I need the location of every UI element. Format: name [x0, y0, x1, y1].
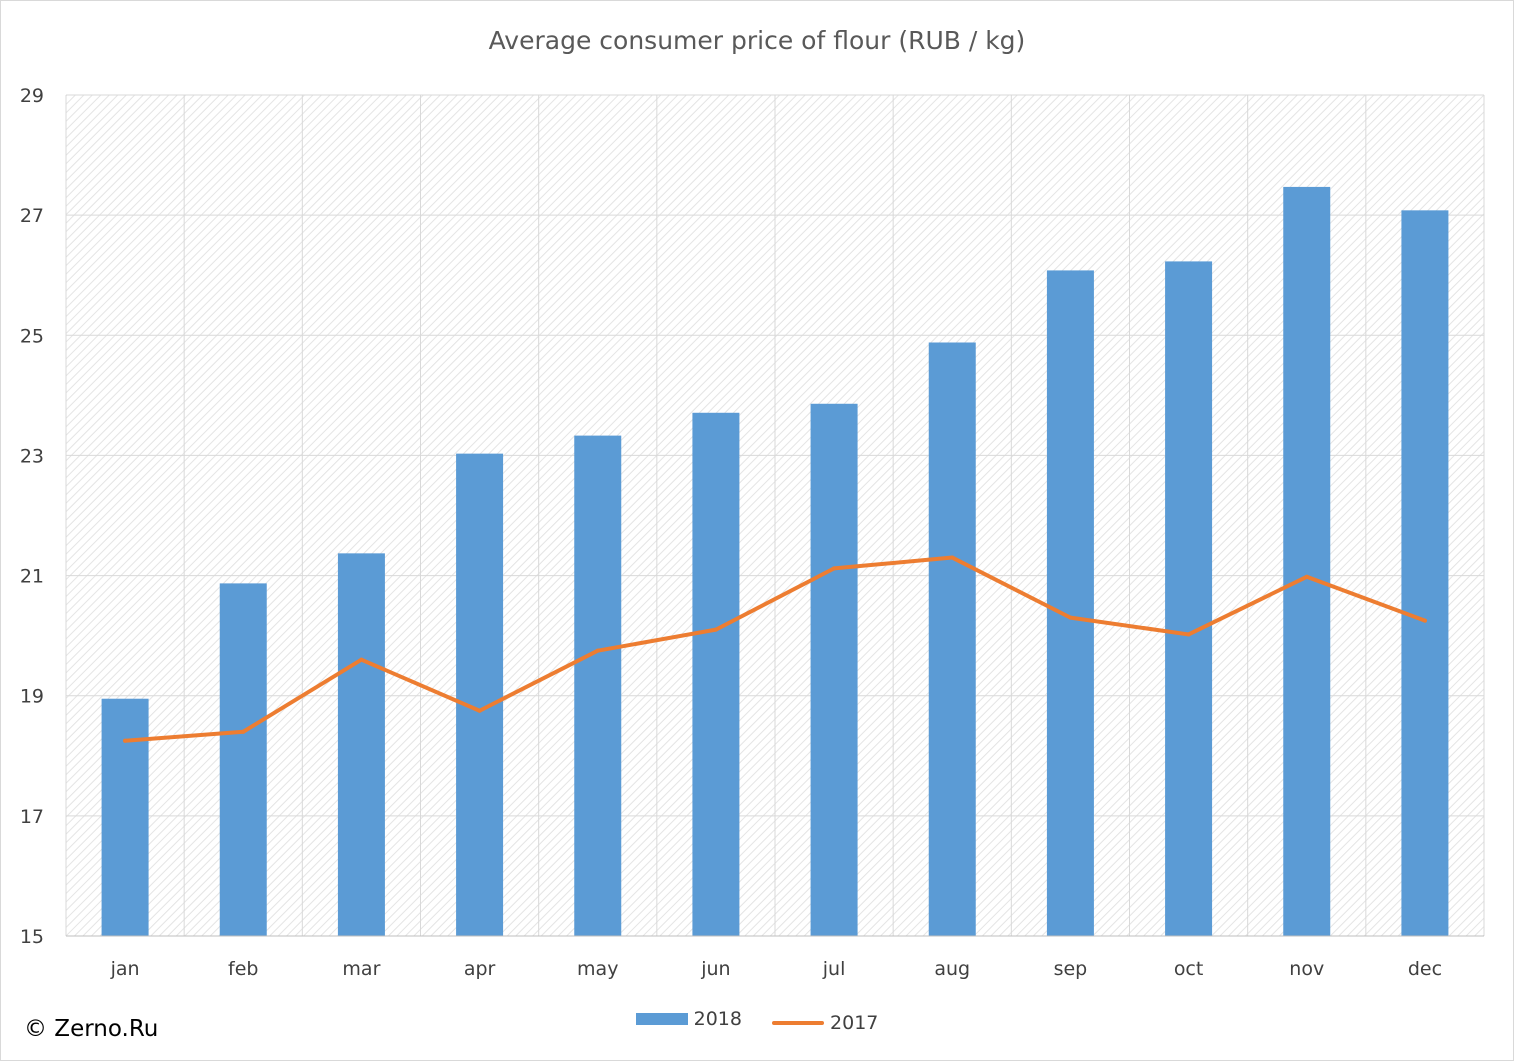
point-2017-jan[interactable]: [123, 738, 128, 743]
y-tick-label: 15: [20, 926, 44, 948]
point-2017-apr[interactable]: [477, 708, 482, 713]
legend-label-2018: 2018: [693, 1008, 742, 1030]
y-tick-label: 27: [20, 205, 44, 227]
line-series-2017: [123, 555, 1427, 743]
x-axis: jan feb mar apr may jun jul aug sep oct nov dec: [66, 935, 1484, 980]
bar-2018-jan[interactable]: [101, 698, 149, 936]
legend-item-2017[interactable]: 2017: [772, 1012, 878, 1034]
bar-2018-feb[interactable]: [219, 583, 267, 936]
point-2017-mar[interactable]: [359, 657, 364, 662]
bar-2018-aug[interactable]: [928, 342, 976, 937]
bar-2018-jul[interactable]: [810, 403, 858, 936]
y-tick-label: 29: [20, 85, 44, 107]
point-2017-feb[interactable]: [241, 729, 246, 734]
y-tick-label: 25: [20, 325, 44, 347]
x-tick-label: feb: [228, 958, 258, 980]
x-tick-label: jul: [822, 958, 846, 980]
bar-2018-apr[interactable]: [456, 453, 504, 936]
y-axis: 15 17 19 21 23 25 27 29: [20, 85, 44, 948]
x-tick-label: jan: [110, 958, 140, 980]
chart-title: Average consumer price of flour (RUB / k…: [488, 26, 1026, 55]
x-tick-label: apr: [464, 958, 496, 980]
y-tick-label: 17: [20, 806, 44, 828]
point-2017-sep[interactable]: [1068, 615, 1073, 620]
bar-2018-nov[interactable]: [1283, 186, 1331, 936]
y-tick-label: 21: [20, 566, 44, 588]
legend-swatch-2018: [635, 1013, 688, 1025]
bar-2018-mar[interactable]: [337, 553, 385, 936]
legend-label-2017: 2017: [830, 1012, 879, 1034]
bar-series-2018: [101, 186, 1449, 937]
point-2017-jun[interactable]: [713, 627, 718, 632]
bar-2018-dec[interactable]: [1401, 210, 1449, 936]
bar-2018-may[interactable]: [574, 435, 622, 936]
x-tick-label: may: [577, 958, 618, 980]
y-tick-label: 19: [20, 686, 44, 708]
x-tick-label: dec: [1408, 958, 1442, 980]
y-tick-label: 23: [20, 445, 44, 467]
point-2017-nov[interactable]: [1304, 574, 1309, 579]
x-tick-label: mar: [342, 958, 380, 980]
legend-swatch-2017: [772, 1021, 825, 1025]
point-2017-dec[interactable]: [1422, 618, 1427, 623]
legend: 2018 2017: [0, 1008, 1514, 1034]
bar-2018-jun[interactable]: [692, 412, 740, 937]
line-2017[interactable]: [123, 555, 1427, 743]
bar-2018-oct[interactable]: [1165, 261, 1213, 937]
x-tick-label: oct: [1174, 958, 1204, 980]
point-2017-oct[interactable]: [1186, 632, 1191, 637]
x-tick-label: aug: [934, 958, 970, 980]
point-2017-may[interactable]: [595, 648, 600, 653]
watermark: © Zerno.Ru: [24, 1016, 159, 1042]
legend-item-2018[interactable]: 2018: [635, 1008, 742, 1030]
point-2017-jul[interactable]: [832, 566, 837, 571]
point-2017-aug[interactable]: [950, 555, 955, 560]
x-tick-label: nov: [1289, 958, 1324, 980]
bar-2018-sep[interactable]: [1046, 270, 1094, 936]
x-tick-label: jun: [700, 958, 730, 980]
x-tick-label: sep: [1054, 958, 1088, 980]
